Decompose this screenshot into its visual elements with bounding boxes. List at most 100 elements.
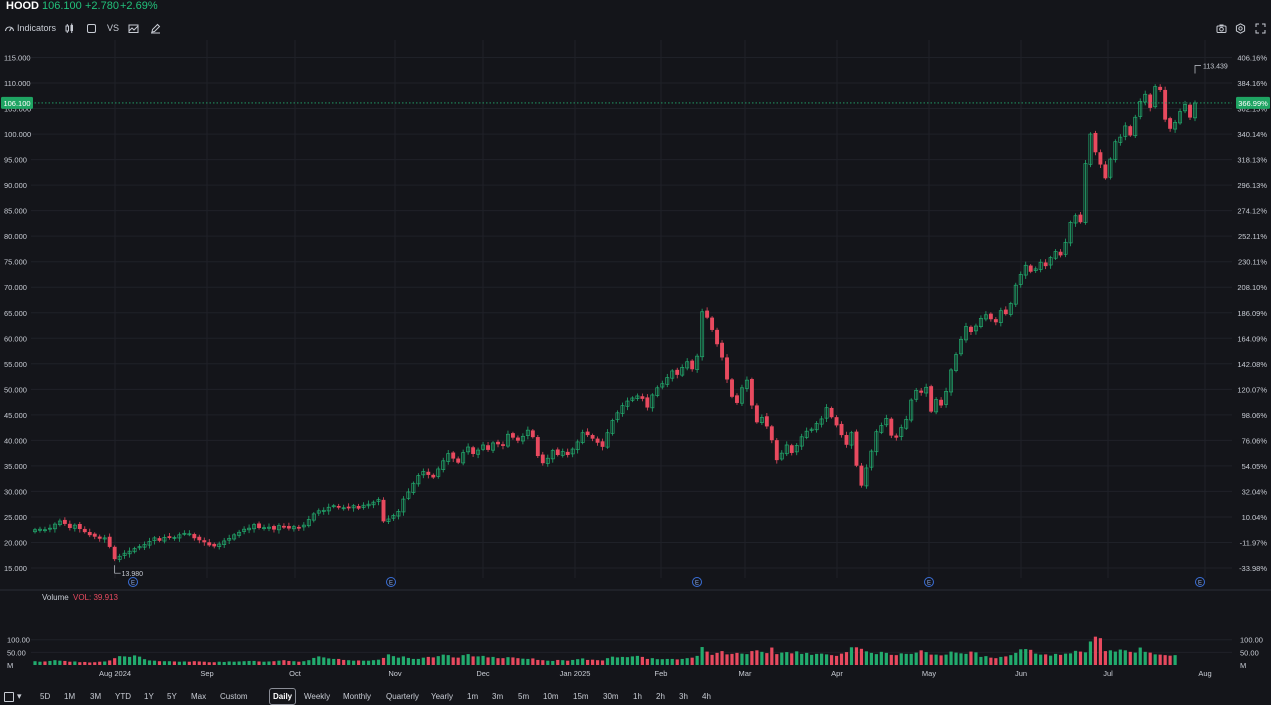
range-3m[interactable]: 3M (90, 692, 102, 701)
candle (1088, 132, 1093, 168)
interval-monthly[interactable]: Monthly (343, 692, 372, 701)
settings-button[interactable] (1235, 20, 1246, 37)
layout-button[interactable] (86, 20, 97, 37)
volume-bar (1083, 652, 1088, 665)
chart-style-button[interactable] (128, 20, 139, 37)
candle (237, 529, 242, 538)
candle-body (481, 444, 486, 450)
candle (137, 544, 142, 551)
volume-bar (406, 657, 410, 665)
interval-30m[interactable]: 30m (603, 692, 619, 701)
candle (187, 530, 192, 537)
candle-body (625, 400, 630, 407)
price-tick-label: 30.000 (4, 487, 27, 496)
percent-tick-label: 406.16% (1237, 54, 1267, 63)
interval-daily[interactable]: Daily (269, 688, 297, 705)
percent-tick-label: -11.97% (1240, 538, 1268, 547)
symbol-label[interactable]: HOOD (6, 0, 39, 12)
interval-yearly[interactable]: Yearly (431, 692, 453, 701)
candle-body (1138, 101, 1143, 117)
volume-bar (1163, 655, 1167, 665)
candle (834, 415, 839, 428)
range-custom[interactable]: Custom (220, 692, 248, 701)
volume-bar (486, 657, 490, 665)
candle-body (759, 417, 764, 423)
candle (291, 524, 296, 532)
volume-bar (252, 660, 256, 665)
interval-15m[interactable]: 15m (573, 692, 589, 701)
price-tick-label: 15.000 (4, 564, 27, 573)
candle (401, 496, 406, 516)
candle (207, 538, 212, 547)
volume-title: Volume (42, 593, 69, 602)
range-ytd[interactable]: YTD (115, 692, 131, 701)
candle (391, 513, 396, 522)
sidebar-toggle-icon[interactable] (4, 692, 14, 702)
candle-body (585, 431, 590, 436)
chart-type-button[interactable] (64, 20, 75, 37)
interval-3m[interactable]: 3m (492, 692, 504, 701)
interval-1m[interactable]: 1m (467, 692, 479, 701)
candle-body (38, 528, 42, 531)
volume-bar (755, 650, 759, 665)
percent-tick-label: 142.08% (1237, 360, 1267, 369)
candle (988, 312, 993, 322)
candle (774, 438, 779, 464)
range-1y[interactable]: 1Y (144, 692, 154, 701)
candle-body (1183, 104, 1187, 112)
candle-body (610, 420, 615, 434)
fullscreen-button[interactable] (1255, 20, 1266, 37)
drawing-tools-button[interactable] (150, 20, 161, 37)
range-5y[interactable]: 5Y (167, 692, 177, 701)
chevron-down-icon[interactable]: ▾ (17, 691, 22, 701)
interval-4h[interactable]: 4h (702, 692, 711, 701)
interval-1h[interactable]: 1h (633, 692, 642, 701)
range-5d[interactable]: 5D (40, 692, 51, 701)
x-tick-label: Feb (655, 669, 668, 678)
price-change: +2.780 (85, 0, 119, 12)
candle (1118, 134, 1123, 146)
volume-bar (1044, 654, 1048, 665)
candle (849, 430, 854, 449)
candle-body (291, 526, 296, 530)
candle (779, 450, 784, 461)
candle-body (735, 395, 739, 403)
interval-weekly[interactable]: Weekly (304, 692, 331, 701)
interval-10m[interactable]: 10m (543, 692, 559, 701)
candle-body (411, 482, 416, 493)
volume-bar (1128, 651, 1132, 665)
volume-bar (461, 655, 465, 665)
interval-5m[interactable]: 5m (518, 692, 530, 701)
earnings-marker-label: E (927, 581, 931, 587)
candle (735, 393, 739, 405)
price-tick-label: 80.000 (4, 232, 27, 241)
candle (47, 524, 52, 533)
indicators-button[interactable]: Indicators (4, 20, 56, 37)
range-max[interactable]: Max (191, 692, 207, 701)
candle (595, 436, 600, 446)
volume-bar (1093, 636, 1098, 665)
high-marker-label: 113.439 (1203, 63, 1228, 70)
volume-bar (506, 657, 510, 665)
screenshot-button[interactable] (1216, 20, 1227, 37)
earnings-marker (386, 577, 396, 587)
compare-button[interactable]: VS (107, 23, 120, 33)
candle-body (67, 523, 72, 529)
candle-body (1008, 303, 1013, 315)
range-1m[interactable]: 1M (64, 692, 76, 701)
interval-quarterly[interactable]: Quarterly (386, 692, 419, 701)
price-chart[interactable]: 113.439 13.980 E E E E E 115.000 110.000 105.000… (0, 38, 1271, 688)
candle (844, 431, 849, 448)
chart-grid (0, 40, 1271, 653)
volume-bar (1029, 649, 1033, 665)
candle-body (52, 523, 57, 530)
candle (87, 528, 92, 538)
interval-3h[interactable]: 3h (679, 692, 688, 701)
candle-body (202, 540, 207, 543)
candle (371, 500, 376, 509)
volume-bar (357, 660, 361, 665)
interval-2h[interactable]: 2h (656, 692, 665, 701)
volume-bar (421, 657, 425, 665)
volume-bar (964, 653, 968, 665)
candle-body (988, 313, 993, 320)
